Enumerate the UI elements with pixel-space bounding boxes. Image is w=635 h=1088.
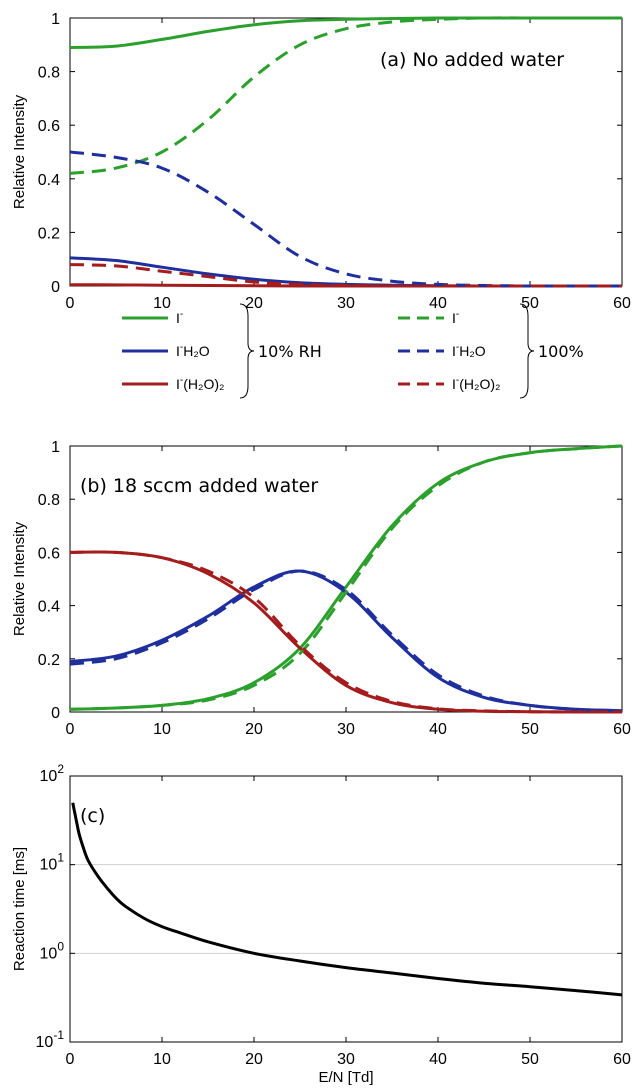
series-line-4 [70,150,622,288]
x-tick-label: 30 [337,1051,355,1068]
axes-frame [69,775,623,1043]
y-tick-label: 1 [51,439,60,456]
legend-entry-label: I-(H₂O)₂ [176,375,224,392]
chart-panel-1: 0 10 20 30 40 50 60 0 0.2 0.4 0.6 0.8 1 Relative Inte… [11,439,631,738]
x-tick-label: 60 [613,295,631,312]
y-tick-label: 0.4 [38,599,60,616]
panel-annotation: (b) 18 sccm added water [80,475,318,497]
legend-group-label: 10% RH [258,342,322,361]
series-line-2 [70,550,622,714]
legend-entry-label: I-H₂O [452,342,486,359]
x-tick-label: 0 [66,721,75,738]
legend-group-label: 100% [538,342,584,361]
series-line-4 [70,569,622,713]
y-axis-label: Relative Intensity [11,94,28,209]
x-tick-label: 50 [521,1051,539,1068]
y-tick-label: 101 [40,851,65,874]
legend-entry-label: I- [452,309,459,326]
x-tick-label: 10 [153,1051,171,1068]
x-axis-label: E/N [Td] [318,1069,373,1086]
series-line-5 [70,550,622,714]
y-axis-label: Relative Intensity [11,521,28,636]
legend-brace [519,303,535,399]
legend-brace [239,303,255,399]
chart-panel-2: 0 10 20 30 40 50 60 10-1 100 101 102 Reaction time … [11,762,631,1086]
x-tick-label: 50 [521,721,539,738]
x-tick-label: 60 [613,721,631,738]
x-tick-label: 20 [245,1051,263,1068]
legend-entry-label: I- [176,309,183,326]
legend-entry-label: I-H₂O [176,342,210,359]
series-line-3 [70,16,622,175]
y-tick-label: 0 [51,705,60,722]
x-tick-label: 20 [245,721,263,738]
y-tick-label: 102 [40,762,65,785]
y-tick-label: 0.6 [38,118,60,135]
legend-entry-label: I-(H₂O)₂ [452,375,500,392]
y-tick-label: 0 [51,279,60,296]
y-tick-label: 100 [40,939,65,962]
y-axis-label: Reaction time [ms] [11,847,28,971]
y-tick-label: 0.6 [38,545,60,562]
y-tick-label: 0.2 [38,652,60,669]
x-tick-label: 40 [429,1051,447,1068]
x-tick-label: 40 [429,295,447,312]
y-tick-label: 0.4 [38,172,60,189]
y-tick-label: 10-1 [36,1028,65,1051]
x-tick-label: 30 [337,295,355,312]
x-tick-label: 10 [153,721,171,738]
legend: I- I-H₂O I-(H₂O)₂ 10% RH I- I-H₂O I-(H₂O)₂ 100% [122,303,584,399]
x-tick-label: 20 [245,295,263,312]
chart-panel-0: 0 10 20 30 40 50 60 0 0.2 0.4 0.6 0.8 1 Relative Inte… [11,11,631,312]
series-line-0 [71,802,622,997]
x-tick-label: 50 [521,295,539,312]
y-tick-label: 1 [51,11,60,28]
x-tick-label: 10 [153,295,171,312]
panel-annotation: (a) No added water [380,49,564,71]
x-tick-label: 0 [66,295,75,312]
series-line-3 [70,444,622,711]
y-tick-label: 0.8 [38,492,60,509]
x-tick-label: 0 [66,1051,75,1068]
x-tick-label: 40 [429,721,447,738]
y-tick-label: 0.2 [38,225,60,242]
x-tick-label: 60 [613,1051,631,1068]
x-tick-label: 30 [337,721,355,738]
series-line-5 [70,263,622,288]
panel-annotation: (c) [80,805,105,827]
series-line-0 [70,16,622,49]
y-tick-label: 0.8 [38,65,60,82]
